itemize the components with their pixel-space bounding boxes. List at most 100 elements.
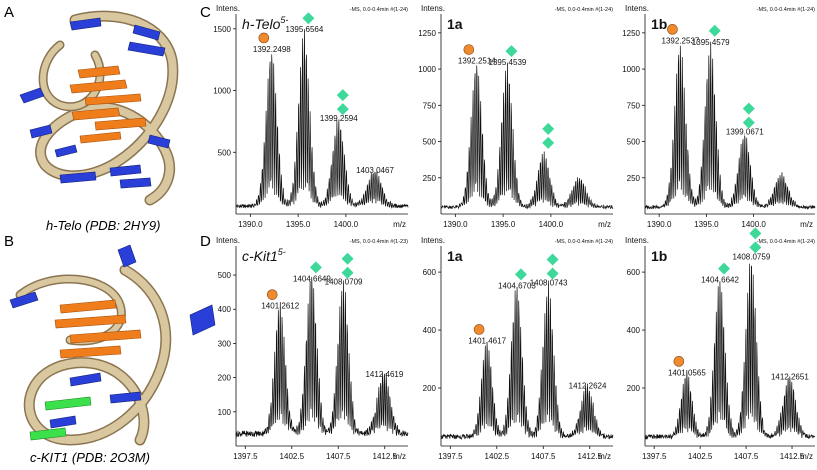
x-tick-label: 1400.0	[539, 220, 564, 229]
acquisition-header: -MS, 0.0-0.4min #(1-24)	[350, 7, 409, 13]
y-tick-label: 1500	[213, 25, 231, 34]
spectrum-trace	[644, 263, 816, 440]
peak-mz-label: 1392.2537	[662, 36, 700, 45]
spectrum-panel-c3: Intens. -MS, 0.0-0.4min #(1-24) 1b 250 500 75…	[622, 4, 816, 229]
intens-label: Intens.	[625, 236, 649, 245]
spectrum-trace	[235, 277, 409, 438]
y-tick-label: 1000	[418, 65, 436, 74]
x-tick-label: 1395.0	[286, 220, 311, 229]
ligand-diamond-marker	[546, 253, 559, 266]
ligand-diamond-marker	[749, 227, 762, 240]
ligand-diamond-marker	[341, 252, 354, 265]
ligand-diamond-marker	[542, 122, 555, 135]
x-tick-label: 1402.5	[485, 452, 510, 461]
structure-c-kit1-image	[9, 244, 216, 446]
y-tick-label: 400	[218, 305, 232, 314]
green-loop-bases	[29, 396, 92, 441]
panel-title-charge: 5-	[280, 15, 288, 25]
intens-label: Intens.	[216, 4, 240, 13]
y-tick-label: 1250	[418, 29, 436, 38]
peak-mz-label: 1412.2651	[771, 373, 809, 382]
x-tick-label: 1395.0	[491, 220, 516, 229]
y-tick-label: 750	[423, 101, 437, 110]
y-tick-label: 200	[627, 384, 641, 393]
intens-label: Intens.	[421, 236, 445, 245]
y-tick-label: 1250	[622, 29, 640, 38]
unbound-dna-circle-marker	[266, 289, 278, 300]
ligand-diamond-marker	[749, 241, 762, 254]
ligand-diamond-marker	[742, 102, 755, 115]
panel-title: 1a	[447, 16, 463, 32]
panel-label-d: D	[200, 233, 211, 250]
panel-label-b: B	[4, 233, 14, 250]
spectrum-trace	[644, 41, 816, 210]
x-tick-label: 1397.5	[438, 452, 463, 461]
acquisition-header: -MS, 0.0-0.4min #(1-24)	[555, 7, 614, 13]
structure-h-telo-image	[19, 10, 179, 206]
peak-mz-label: 1404.6642	[701, 276, 739, 285]
peak-mz-label: 1399.0671	[726, 128, 764, 137]
spectrum-trace	[440, 280, 614, 441]
x-tick-label: 1400.0	[334, 220, 359, 229]
ligand-diamond-marker	[341, 266, 354, 279]
peak-mz-label: 1408.0743	[530, 278, 568, 287]
acquisition-header: -MS, 0.0-0.4min #(1-23)	[350, 239, 409, 245]
intens-label: Intens.	[421, 4, 445, 13]
spectrum-trace	[440, 62, 614, 210]
panel-title: 1b	[651, 248, 667, 264]
panel-label-c: C	[200, 4, 211, 21]
panel-title: c-Kit15-	[242, 247, 286, 264]
acquisition-header: -MS, 0.0-0.4min #(1-24)	[555, 239, 614, 245]
y-tick-label: 600	[627, 268, 641, 277]
peak-mz-label: 1404.6649	[293, 274, 331, 283]
y-tick-label: 500	[423, 138, 437, 147]
acquisition-header: -MS, 0.0-0.4min #(1-24)	[757, 7, 816, 13]
y-tick-label: 250	[627, 174, 641, 183]
ligand-diamond-marker	[505, 45, 518, 58]
peak-mz-label: 1408.0709	[325, 278, 363, 287]
ligand-diamond-marker	[336, 103, 349, 116]
y-tick-label: 600	[423, 268, 437, 277]
peak-mz-label: 1395.4539	[489, 58, 527, 67]
peak-mz-label: 1395.4579	[692, 38, 730, 47]
unbound-dna-circle-marker	[667, 24, 678, 35]
peak-mz-label: 1401.4617	[468, 336, 506, 345]
y-tick-label: 500	[218, 148, 232, 157]
y-tick-label: 200	[423, 384, 437, 393]
y-tick-label: 500	[218, 271, 232, 280]
peak-mz-label: 1401.0565	[668, 368, 706, 377]
x-tick-label: 1412.5	[578, 452, 603, 461]
y-tick-label: 1000	[213, 87, 231, 96]
peak-mz-label: 1399.2594	[320, 114, 358, 123]
unbound-dna-circle-marker	[463, 44, 475, 55]
x-tick-label: 1407.5	[531, 452, 556, 461]
structure-bottom-caption: c-KIT1 (PDB: 2O3M)	[30, 450, 150, 465]
peak-mz-label: 1401.2612	[261, 302, 299, 311]
ribbon-backbone	[35, 10, 179, 206]
unbound-dna-circle-marker	[258, 32, 270, 44]
x-tick-label: 1390.0	[443, 220, 468, 229]
orange-g-tetrads	[69, 65, 147, 144]
blue-loop-bases	[9, 244, 216, 429]
intens-label: Intens.	[625, 4, 649, 13]
y-tick-label: 100	[218, 408, 232, 417]
unbound-dna-circle-marker	[673, 356, 685, 367]
ligand-diamond-marker	[542, 136, 555, 149]
ligand-diamond-marker	[546, 267, 559, 280]
x-unit-label: m/z	[393, 220, 406, 229]
intens-label: Intens.	[216, 236, 240, 245]
x-unit-label: m/z	[800, 220, 813, 229]
peak-mz-label: 1412.2624	[569, 381, 607, 390]
panel-title: 1b	[651, 16, 667, 32]
ligand-diamond-marker	[302, 12, 315, 25]
acquisition-header: -MS, 0.0-0.4min #(1-24)	[757, 239, 816, 245]
x-unit-label: m/z	[598, 220, 611, 229]
x-tick-label: 1397.5	[642, 452, 667, 461]
peak-mz-label: 1404.6703	[498, 281, 536, 290]
panel-title: h-Telo5-	[242, 15, 288, 32]
orange-g-tetrads	[54, 299, 142, 359]
x-unit-label: m/z	[598, 452, 611, 461]
y-tick-label: 400	[423, 326, 437, 335]
x-unit-label: m/z	[800, 452, 813, 461]
x-tick-label: 1395.0	[694, 220, 719, 229]
